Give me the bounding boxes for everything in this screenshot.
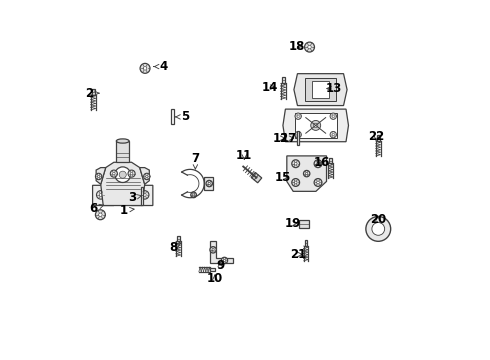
Circle shape [110,170,118,177]
Circle shape [140,63,150,73]
Text: 10: 10 [207,272,223,285]
Text: 22: 22 [368,130,384,143]
Circle shape [314,123,318,127]
Circle shape [306,172,308,175]
Circle shape [308,45,311,49]
Text: 14: 14 [262,81,278,94]
Polygon shape [287,156,326,192]
Text: 17: 17 [281,132,297,145]
Circle shape [128,170,135,177]
Polygon shape [101,162,145,206]
Circle shape [330,131,337,138]
Circle shape [96,173,102,180]
Circle shape [98,213,102,216]
Circle shape [113,172,115,175]
Circle shape [317,162,319,165]
Bar [141,187,143,205]
Circle shape [98,175,100,177]
Circle shape [305,42,315,52]
Circle shape [144,173,150,180]
Text: 4: 4 [154,60,168,73]
Text: 3: 3 [128,191,142,204]
Text: 16: 16 [314,157,330,170]
Text: 8: 8 [169,241,180,254]
Text: 5: 5 [175,111,189,123]
Bar [294,113,337,138]
Text: 2: 2 [85,87,99,100]
Polygon shape [132,185,153,206]
Text: 7: 7 [191,152,199,169]
Circle shape [292,179,299,186]
Circle shape [297,134,299,136]
Circle shape [115,167,130,183]
Circle shape [191,192,196,198]
Bar [299,220,309,228]
Text: 20: 20 [370,213,386,226]
Circle shape [295,113,301,120]
Polygon shape [93,185,114,206]
Circle shape [330,113,337,120]
Bar [329,158,332,163]
Circle shape [221,257,228,264]
Bar [172,109,174,124]
Circle shape [208,183,210,185]
Bar [305,78,337,101]
Circle shape [141,191,149,199]
Bar [92,89,95,95]
Text: 9: 9 [216,259,224,272]
Circle shape [372,222,385,235]
Circle shape [294,181,297,184]
Polygon shape [140,168,149,184]
Bar [251,172,262,183]
Circle shape [212,249,214,251]
Circle shape [146,175,148,177]
Text: 11: 11 [236,149,252,162]
Circle shape [193,194,195,196]
Text: 13: 13 [325,82,342,95]
Bar [116,141,129,162]
Bar [210,268,215,271]
Circle shape [210,247,216,253]
Circle shape [311,121,320,130]
Circle shape [206,180,212,187]
Circle shape [96,210,105,220]
Bar [282,77,285,84]
Circle shape [297,115,299,117]
Polygon shape [283,109,348,142]
Circle shape [366,216,391,241]
Polygon shape [210,241,233,263]
Circle shape [294,162,297,165]
Circle shape [99,193,102,196]
Bar [377,135,380,141]
Circle shape [223,259,225,262]
Circle shape [130,172,133,175]
Circle shape [143,193,146,196]
Circle shape [295,131,301,138]
Circle shape [314,160,322,168]
Circle shape [317,181,319,184]
Text: 15: 15 [275,171,292,184]
Bar [203,177,214,190]
Circle shape [314,179,322,186]
Circle shape [303,170,310,177]
Text: 6: 6 [89,202,104,215]
Text: 19: 19 [285,217,301,230]
Text: 1: 1 [120,204,134,217]
Ellipse shape [116,139,129,143]
Circle shape [97,191,105,199]
Circle shape [119,171,126,178]
Circle shape [143,67,147,70]
Circle shape [332,115,334,117]
Circle shape [292,160,299,168]
Bar [297,131,299,145]
Bar [312,81,329,98]
Text: 21: 21 [290,248,306,261]
Text: 12: 12 [272,132,289,145]
Text: 18: 18 [288,40,305,53]
Polygon shape [294,74,347,105]
Bar [305,240,307,246]
Polygon shape [96,168,106,184]
Circle shape [332,134,334,136]
Bar [177,236,180,242]
